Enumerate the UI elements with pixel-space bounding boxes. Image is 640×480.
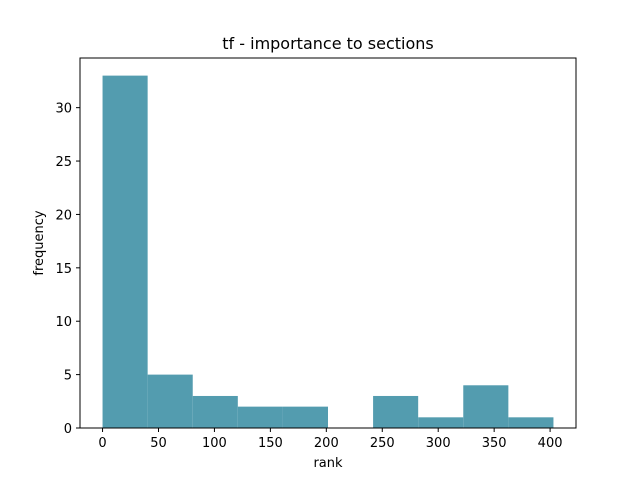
y-tick-label-25: 25 xyxy=(55,155,72,170)
chart-title: tf - importance to sections xyxy=(222,34,433,53)
histogram-bar-7 xyxy=(418,417,464,428)
x-tick-label-100: 100 xyxy=(202,436,227,451)
histogram-bar-0 xyxy=(102,75,148,429)
histogram-bar-4 xyxy=(282,406,328,428)
x-tick-label-350: 350 xyxy=(482,436,507,451)
y-axis-ticks: 0 5 10 15 20 25 30 xyxy=(55,102,80,437)
histogram-bar-3 xyxy=(237,406,283,428)
x-tick-label-300: 300 xyxy=(426,436,451,451)
y-tick-label-10: 10 xyxy=(55,315,72,330)
x-tick-label-50: 50 xyxy=(150,436,167,451)
histogram-bar-1 xyxy=(147,374,193,428)
y-axis-label: frequency xyxy=(32,210,47,276)
y-tick-label-5: 5 xyxy=(64,369,72,384)
histogram-bar-8 xyxy=(463,385,509,428)
y-tick-label-15: 15 xyxy=(55,262,72,277)
y-tick-label-20: 20 xyxy=(55,208,72,223)
histogram-bar-9 xyxy=(508,417,554,428)
x-tick-label-0: 0 xyxy=(98,436,106,451)
x-tick-label-400: 400 xyxy=(538,436,563,451)
x-tick-label-200: 200 xyxy=(314,436,339,451)
y-tick-label-0: 0 xyxy=(64,422,72,437)
x-tick-label-250: 250 xyxy=(370,436,395,451)
plot-frame xyxy=(79,57,577,429)
histogram-bar-6 xyxy=(373,395,419,428)
x-tick-label-150: 150 xyxy=(258,436,283,451)
y-tick-label-30: 30 xyxy=(55,102,72,117)
bars-group xyxy=(102,75,554,429)
x-axis-label: rank xyxy=(313,456,343,471)
histogram-bar-2 xyxy=(192,395,238,428)
x-axis-ticks: 0 50 100 150 200 250 300 350 400 xyxy=(98,428,563,451)
